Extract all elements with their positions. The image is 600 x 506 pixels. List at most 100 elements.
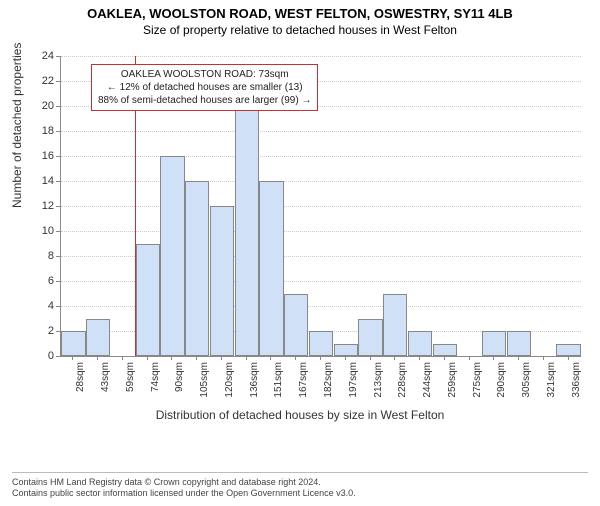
histogram-bar	[383, 294, 407, 357]
xtick-mark	[518, 356, 519, 360]
ytick-mark	[56, 56, 60, 57]
ytick-label: 0	[30, 350, 54, 362]
xtick-label: 90sqm	[174, 362, 185, 392]
ytick-label: 18	[30, 125, 54, 137]
ytick-label: 16	[30, 150, 54, 162]
xtick-label: 228sqm	[397, 362, 408, 398]
xtick-label: 182sqm	[323, 362, 334, 398]
xtick-mark	[196, 356, 197, 360]
xtick-mark	[147, 356, 148, 360]
xtick-label: 305sqm	[521, 362, 532, 398]
xtick-label: 120sqm	[224, 362, 235, 398]
histogram-bar	[284, 294, 308, 357]
histogram-bar	[61, 331, 85, 356]
ytick-label: 2	[30, 325, 54, 337]
footer-attribution: Contains HM Land Registry data © Crown c…	[12, 472, 588, 500]
xtick-mark	[419, 356, 420, 360]
grid-line	[61, 56, 581, 57]
histogram-bar	[408, 331, 432, 356]
histogram-bar	[482, 331, 506, 356]
xtick-mark	[97, 356, 98, 360]
xtick-mark	[568, 356, 569, 360]
xtick-mark	[493, 356, 494, 360]
page-title-line1: OAKLEA, WOOLSTON ROAD, WEST FELTON, OSWE…	[0, 6, 600, 21]
ytick-mark	[56, 156, 60, 157]
histogram-bar	[86, 319, 110, 357]
footer-line2: Contains public sector information licen…	[12, 488, 588, 500]
histogram-bar	[309, 331, 333, 356]
chart-container: Number of detached properties OAKLEA WOO…	[0, 48, 600, 428]
xtick-label: 321sqm	[546, 362, 557, 398]
ytick-label: 4	[30, 300, 54, 312]
plot-area: OAKLEA WOOLSTON ROAD: 73sqm← 12% of deta…	[60, 56, 581, 357]
grid-line	[61, 131, 581, 132]
annotation-line2: ← 12% of detached houses are smaller (13…	[98, 81, 311, 94]
annotation-box: OAKLEA WOOLSTON ROAD: 73sqm← 12% of deta…	[91, 64, 318, 111]
footer-line1: Contains HM Land Registry data © Crown c…	[12, 477, 588, 489]
xtick-mark	[221, 356, 222, 360]
histogram-bar	[259, 181, 283, 356]
xtick-label: 197sqm	[348, 362, 359, 398]
grid-line	[61, 206, 581, 207]
xtick-label: 105sqm	[199, 362, 210, 398]
xtick-label: 43sqm	[100, 362, 111, 392]
ytick-label: 6	[30, 275, 54, 287]
xtick-label: 59sqm	[125, 362, 136, 392]
annotation-line1: OAKLEA WOOLSTON ROAD: 73sqm	[98, 68, 311, 81]
histogram-bar	[185, 181, 209, 356]
page-title-line2: Size of property relative to detached ho…	[0, 23, 600, 37]
xtick-mark	[72, 356, 73, 360]
xtick-mark	[469, 356, 470, 360]
ytick-mark	[56, 356, 60, 357]
ytick-label: 24	[30, 50, 54, 62]
ytick-mark	[56, 306, 60, 307]
ytick-mark	[56, 181, 60, 182]
ytick-mark	[56, 81, 60, 82]
ytick-mark	[56, 256, 60, 257]
ytick-label: 12	[30, 200, 54, 212]
ytick-label: 10	[30, 225, 54, 237]
xtick-mark	[370, 356, 371, 360]
ytick-label: 20	[30, 100, 54, 112]
xtick-mark	[543, 356, 544, 360]
xtick-label: 74sqm	[150, 362, 161, 392]
histogram-bar	[358, 319, 382, 357]
xtick-label: 259sqm	[447, 362, 458, 398]
ytick-mark	[56, 331, 60, 332]
xtick-label: 167sqm	[298, 362, 309, 398]
x-axis-label: Distribution of detached houses by size …	[0, 408, 600, 422]
xtick-label: 244sqm	[422, 362, 433, 398]
ytick-mark	[56, 106, 60, 107]
xtick-mark	[122, 356, 123, 360]
ytick-mark	[56, 231, 60, 232]
histogram-bar	[136, 244, 160, 357]
ytick-mark	[56, 131, 60, 132]
ytick-mark	[56, 206, 60, 207]
histogram-bar	[556, 344, 580, 357]
xtick-label: 136sqm	[249, 362, 260, 398]
ytick-label: 22	[30, 75, 54, 87]
histogram-bar	[433, 344, 457, 357]
xtick-label: 290sqm	[496, 362, 507, 398]
xtick-mark	[394, 356, 395, 360]
xtick-mark	[444, 356, 445, 360]
xtick-mark	[295, 356, 296, 360]
grid-line	[61, 181, 581, 182]
y-axis-label: Number of detached properties	[10, 43, 24, 208]
xtick-label: 336sqm	[571, 362, 582, 398]
xtick-mark	[320, 356, 321, 360]
xtick-label: 275sqm	[472, 362, 483, 398]
xtick-label: 213sqm	[373, 362, 384, 398]
grid-line	[61, 231, 581, 232]
histogram-bar	[334, 344, 358, 357]
xtick-mark	[270, 356, 271, 360]
ytick-mark	[56, 281, 60, 282]
xtick-mark	[171, 356, 172, 360]
xtick-mark	[246, 356, 247, 360]
grid-line	[61, 156, 581, 157]
ytick-label: 14	[30, 175, 54, 187]
histogram-bar	[160, 156, 184, 356]
histogram-bar	[235, 106, 259, 356]
histogram-bar	[507, 331, 531, 356]
xtick-label: 151sqm	[273, 362, 284, 398]
